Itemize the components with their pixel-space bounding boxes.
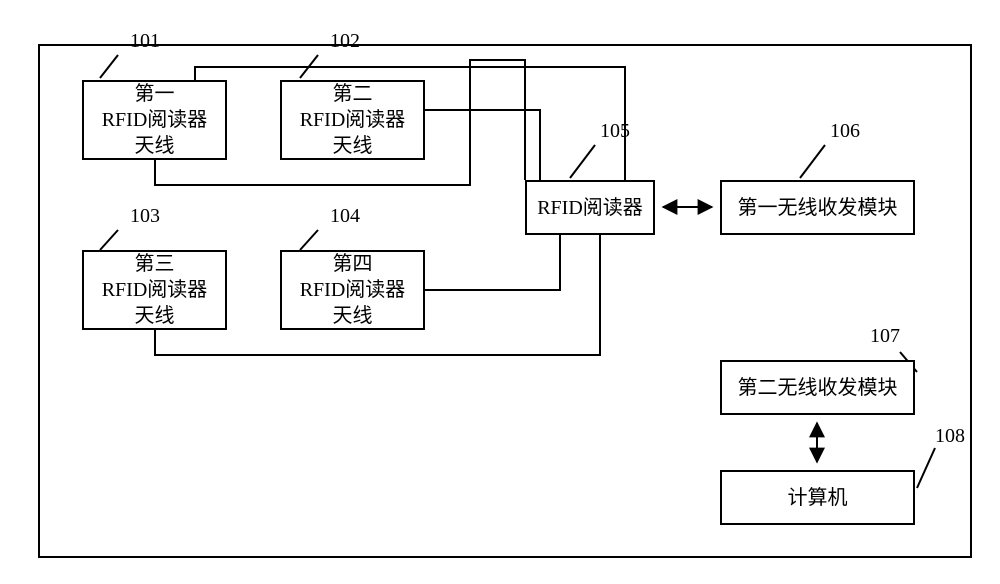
node-106-text: 第一无线收发模块: [738, 195, 898, 221]
node-107-text: 第二无线收发模块: [738, 375, 898, 401]
node-102-text: 第二RFID阅读器天线: [300, 81, 406, 159]
diagram-canvas: 第一RFID阅读器天线 第二RFID阅读器天线 第三RFID阅读器天线 第四RF…: [0, 0, 1000, 584]
label-101: 101: [130, 30, 160, 53]
node-104-text: 第四RFID阅读器天线: [300, 251, 406, 329]
label-105: 105: [600, 120, 630, 143]
node-103: 第三RFID阅读器天线: [82, 250, 227, 330]
node-103-text: 第三RFID阅读器天线: [102, 251, 208, 329]
node-105-text: RFID阅读器: [537, 195, 643, 221]
label-108: 108: [935, 425, 965, 448]
label-102: 102: [330, 30, 360, 53]
node-106: 第一无线收发模块: [720, 180, 915, 235]
label-106: 106: [830, 120, 860, 143]
node-107: 第二无线收发模块: [720, 360, 915, 415]
node-108: 计算机: [720, 470, 915, 525]
node-101-text: 第一RFID阅读器天线: [102, 81, 208, 159]
node-105: RFID阅读器: [525, 180, 655, 235]
label-104: 104: [330, 205, 360, 228]
node-108-text: 计算机: [788, 485, 848, 511]
label-103: 103: [130, 205, 160, 228]
node-101: 第一RFID阅读器天线: [82, 80, 227, 160]
node-102: 第二RFID阅读器天线: [280, 80, 425, 160]
label-107: 107: [870, 325, 900, 348]
node-104: 第四RFID阅读器天线: [280, 250, 425, 330]
